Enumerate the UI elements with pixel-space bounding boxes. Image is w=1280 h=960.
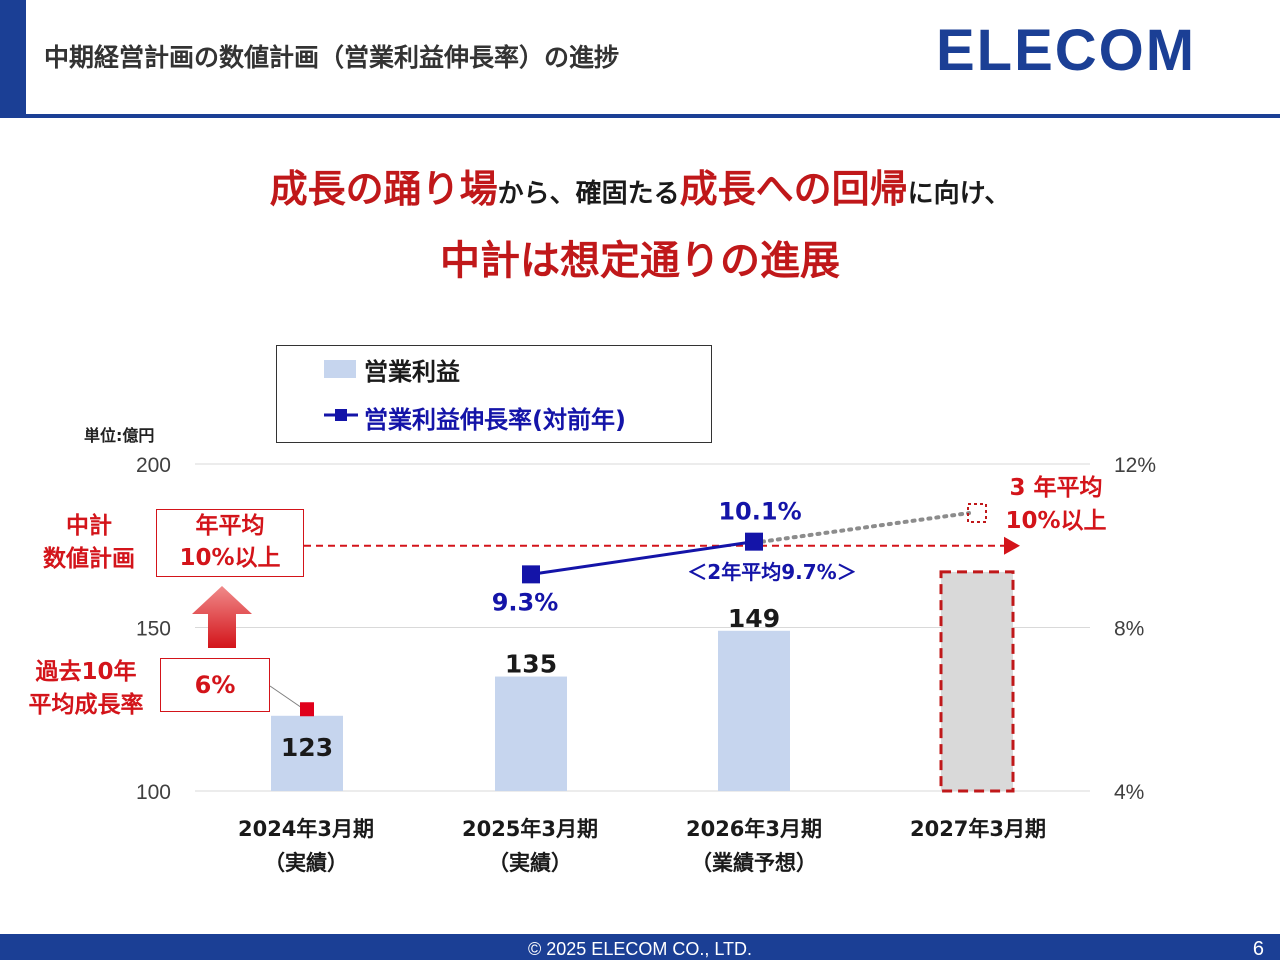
plan-label-line-1: 中計 [66, 513, 112, 539]
target-label: 3 年平均 10%以上 [996, 472, 1116, 538]
target-label-line-1: 3 年平均 [1009, 475, 1103, 501]
legend-line-swatch [324, 409, 358, 421]
x-label-2024-period: 2024年3月期 [237, 817, 375, 841]
plan-label-line-2: 数値計画 [43, 546, 135, 572]
headline-connector-1: から、確固たる [497, 179, 680, 209]
growth-value-label: 9.3% [492, 588, 559, 616]
two-year-average-note: ＜2年平均9.7%＞ [687, 560, 857, 584]
projection-marker [967, 503, 987, 524]
headline-emphasis-1: 成長の踊り場 [269, 167, 498, 211]
past-growth-value: 6% [160, 658, 270, 712]
elecom-logo: ELECOM [936, 18, 1197, 83]
growth-marker [745, 532, 763, 551]
y-left-tick-label: 200 [136, 454, 171, 477]
x-label-2027-period: 2027年3月期 [909, 817, 1047, 841]
past-leader-line [269, 685, 302, 708]
page-number: 6 [1252, 938, 1264, 960]
x-label-2026-period: 2026年3月期 [685, 817, 823, 841]
x-label-2026: 2026年3月期 （業績予想） [654, 812, 854, 880]
past-marker [300, 702, 314, 717]
plan-box-line-1: 年平均 [195, 513, 265, 539]
x-label-2026-note: （業績予想） [691, 851, 817, 875]
bar-value-label: 149 [728, 604, 780, 633]
x-label-2024-note: （実績） [264, 851, 348, 875]
headline-connector-2: に向け、 [907, 179, 1011, 209]
bar [271, 715, 343, 791]
projection-line [760, 511, 971, 544]
x-label-2025-period: 2025年3月期 [461, 817, 599, 841]
past-growth-label-line-2: 平均成長率 [28, 692, 144, 718]
past-growth-label-line-1: 過去10年 [35, 659, 137, 685]
headline-emphasis-2: 成長への回帰 [679, 167, 908, 211]
unit-label: 単位:億円 [84, 426, 155, 445]
legend-line-label: 営業利益伸長率(対前年) [364, 406, 626, 434]
x-label-2024: 2024年3月期 （実績） [206, 812, 406, 880]
y-right-tick-label: 8% [1114, 618, 1144, 641]
placeholder-bar [939, 570, 1015, 793]
legend-bar-swatch [324, 360, 356, 378]
header-accent-bar [0, 0, 26, 116]
growth-marker [522, 565, 540, 584]
up-arrow-icon [192, 586, 252, 648]
y-left-tick-label: 100 [136, 781, 171, 804]
target-arrowhead [1004, 536, 1020, 555]
bar-value-label: 123 [281, 733, 333, 762]
plan-box: 年平均 10%以上 [156, 509, 304, 577]
x-label-2025-note: （実績） [488, 851, 572, 875]
growth-line-segment [530, 540, 755, 576]
copyright: © 2025 ELECOM CO., LTD. [528, 939, 752, 959]
y-right-tick-label: 4% [1114, 781, 1144, 804]
past-growth-label: 過去10年 平均成長率 [16, 656, 156, 722]
y-right-tick-label: 12% [1114, 454, 1156, 477]
bar-value-label: 135 [505, 650, 557, 679]
y-left-tick-label: 150 [136, 618, 171, 641]
headline-line-1: 成長の踊り場から、確固たる成長への回帰に向け、 [0, 158, 1280, 213]
x-label-2027: 2027年3月期 [878, 812, 1078, 846]
plan-label: 中計 数値計画 [32, 510, 146, 576]
bar [495, 676, 567, 791]
footer-bar [0, 934, 1280, 960]
growth-value-label: 10.1% [718, 498, 801, 526]
page-title: 中期経営計画の数値計画（営業利益伸長率）の進捗 [44, 43, 620, 72]
x-label-2025: 2025年3月期 （実績） [430, 812, 630, 880]
headline-line-2: 中計は想定通りの進展 [440, 238, 840, 284]
target-label-line-2: 10%以上 [1005, 508, 1107, 534]
plan-box-line-2: 10%以上 [179, 545, 281, 571]
header-divider [0, 114, 1280, 118]
legend-bar-label: 営業利益 [364, 358, 460, 386]
bar [718, 630, 790, 791]
